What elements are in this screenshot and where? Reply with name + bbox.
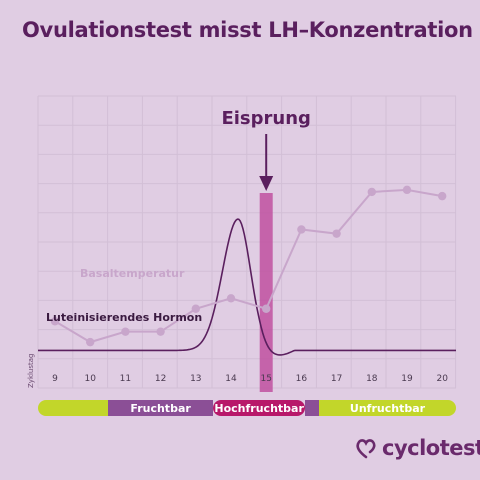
x-tick-label: 10 xyxy=(84,374,96,384)
temperature-point xyxy=(226,294,236,303)
ovulation-bar xyxy=(259,193,273,392)
x-tick-label: 11 xyxy=(120,374,131,384)
x-tick-labels: 9 10 11 12 13 14 15 16 17 18 19 20 xyxy=(52,374,448,384)
chart-title: Ovulationstest misst LH–Konzentration xyxy=(22,18,473,42)
lh-curve-group xyxy=(38,218,456,356)
phase-segment xyxy=(38,400,108,416)
temperature-point xyxy=(438,191,447,201)
temperature-series-label: Basaltemperatur xyxy=(80,267,185,280)
ovulation-annotation: Eisprung xyxy=(221,108,311,191)
temperature-point xyxy=(121,327,130,336)
phase-segment xyxy=(304,400,319,416)
x-tick-label: 12 xyxy=(155,374,166,384)
brand-logo: cyclotest xyxy=(354,436,480,460)
x-tick-label: 20 xyxy=(436,374,448,384)
x-tick-label: 15 xyxy=(260,374,271,384)
temperature-point xyxy=(191,304,200,313)
ovulation-marker xyxy=(259,193,273,392)
ovulation-annotation-label: Eisprung xyxy=(221,108,310,129)
x-tick-label: 17 xyxy=(331,374,342,384)
brand-name: cyclotest xyxy=(382,436,480,460)
series-labels: Basaltemperatur Luteinisierendes Hormon … xyxy=(27,267,202,388)
x-tick-label: 13 xyxy=(190,374,201,384)
temperature-point xyxy=(402,185,412,195)
temperature-line xyxy=(54,188,443,344)
cyclotest-logo-icon xyxy=(356,439,376,459)
temperature-point xyxy=(50,317,60,326)
temperature-point xyxy=(156,327,165,336)
lh-curve-line xyxy=(38,218,456,356)
x-tick-label: 9 xyxy=(52,374,58,384)
lh-series-label: Luteinisierendes Hormon xyxy=(46,311,202,324)
x-tick-label: 19 xyxy=(401,374,413,384)
temperature-point xyxy=(367,187,376,197)
temperature-point xyxy=(86,337,95,347)
x-tick-label: 14 xyxy=(225,374,237,384)
phase-segment: Unfruchtbar xyxy=(319,400,456,416)
temperature-series-group xyxy=(50,185,447,347)
chart-grid xyxy=(37,95,457,389)
temperature-point xyxy=(332,229,341,238)
phase-segment: Fruchtbar xyxy=(107,400,214,416)
phase-segment: Hochfruchtbar xyxy=(213,400,305,416)
x-axis-label: Zyklustag xyxy=(27,354,35,389)
temperature-point xyxy=(297,225,306,234)
x-tick-label: 16 xyxy=(296,374,308,384)
ovulation-arrow-head xyxy=(259,176,274,191)
x-tick-label: 18 xyxy=(366,374,378,384)
temperature-point xyxy=(262,304,271,313)
